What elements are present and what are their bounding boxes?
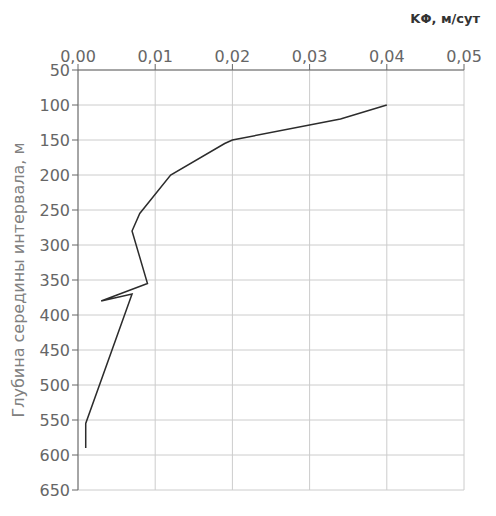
svg-text:500: 500 [39,376,70,395]
svg-text:250: 250 [39,201,70,220]
svg-text:0,01: 0,01 [137,47,173,66]
svg-text:350: 350 [39,271,70,290]
svg-text:200: 200 [39,166,70,185]
svg-text:0,05: 0,05 [446,47,482,66]
svg-text:650: 650 [39,481,70,500]
svg-text:600: 600 [39,446,70,465]
svg-text:300: 300 [39,236,70,255]
svg-text:Глубина середины интервала, м: Глубина середины интервала, м [9,142,28,417]
svg-text:0,04: 0,04 [369,47,405,66]
svg-text:100: 100 [39,96,70,115]
svg-text:550: 550 [39,411,70,430]
svg-text:0,00: 0,00 [60,47,96,66]
svg-text:0,02: 0,02 [215,47,251,66]
html-text:KΦ, м/сут: KΦ, м/сут [410,11,480,26]
svg-text:50: 50 [50,61,70,80]
svg-text:150: 150 [39,131,70,150]
svg-text:450: 450 [39,341,70,360]
svg-text:0,03: 0,03 [292,47,328,66]
svg-text:400: 400 [39,306,70,325]
